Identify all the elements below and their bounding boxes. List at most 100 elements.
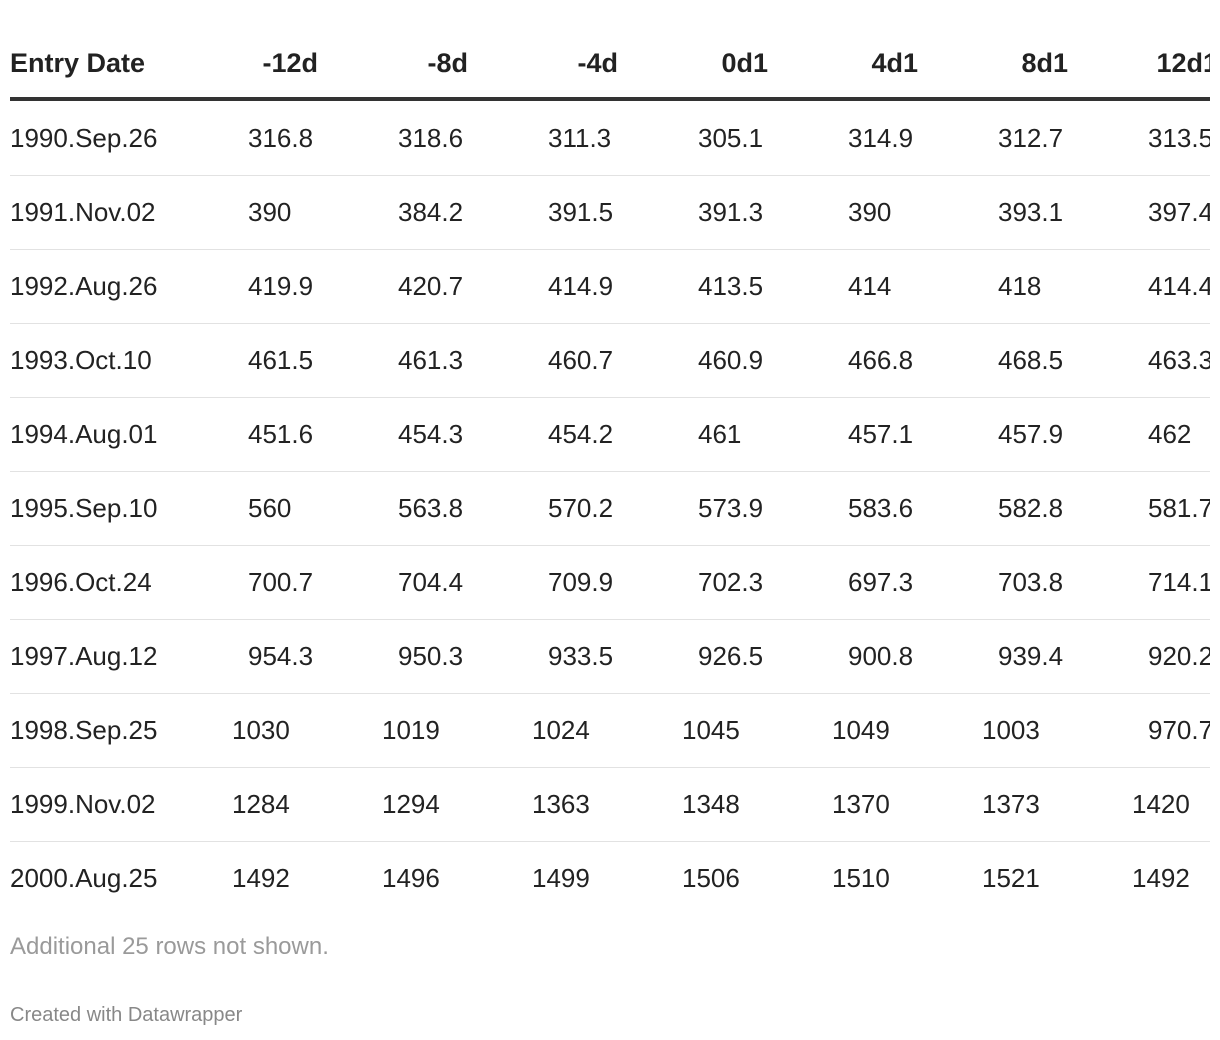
column-header: 4d1	[871, 48, 918, 78]
row-separator	[10, 249, 1210, 250]
value-cell: 1049	[832, 715, 890, 745]
column-header: 8d1	[1021, 48, 1068, 78]
value-cell: 563.8	[398, 493, 464, 523]
value-cell: 1045	[682, 715, 740, 745]
value-cell: 305.1	[698, 123, 764, 153]
header-rule	[10, 97, 1210, 101]
value-cell: 1496	[382, 863, 440, 893]
value-cell: 703.8	[998, 567, 1064, 597]
column-header: -12d	[262, 48, 318, 78]
date-cell: 1991.Nov.02	[10, 197, 156, 227]
row-separator	[10, 619, 1210, 620]
column-header: 0d1	[721, 48, 768, 78]
footer-credit: Created with Datawrapper	[10, 1004, 243, 1026]
value-cell: 468.5	[998, 345, 1064, 375]
value-cell: 1363	[532, 789, 590, 819]
value-cell: 1492	[1132, 863, 1190, 893]
value-cell: 454.3	[398, 419, 464, 449]
value-cell: 583.6	[848, 493, 914, 523]
row-separator	[10, 323, 1210, 324]
value-cell: 457.9	[998, 419, 1064, 449]
value-cell: 391.5	[548, 197, 614, 227]
value-cell: 311.3	[548, 123, 612, 153]
value-cell: 582.8	[998, 493, 1064, 523]
value-cell: 939.4	[998, 641, 1064, 671]
value-cell: 462	[1148, 419, 1192, 449]
column-header: -4d	[577, 48, 619, 78]
value-cell: 413.5	[698, 271, 764, 301]
date-cell: 1996.Oct.24	[10, 567, 152, 597]
row-separator	[10, 767, 1210, 768]
value-cell: 954.3	[248, 641, 314, 671]
value-cell: 700.7	[248, 567, 314, 597]
value-cell: 314.9	[848, 123, 914, 153]
table-note: Additional 25 rows not shown.	[10, 933, 329, 960]
value-cell: 390	[248, 197, 292, 227]
value-cell: 581.7	[1148, 493, 1210, 523]
value-cell: 460.9	[698, 345, 764, 375]
value-cell: 1284	[232, 789, 290, 819]
value-cell: 714.1	[1148, 567, 1210, 597]
value-cell: 1030	[232, 715, 290, 745]
value-cell: 463.3	[1148, 345, 1210, 375]
value-cell: 920.2	[1148, 641, 1210, 671]
value-cell: 1024	[532, 715, 590, 745]
date-cell: 1993.Oct.10	[10, 345, 152, 375]
column-header: -8d	[427, 48, 469, 78]
row-separator	[10, 397, 1210, 398]
value-cell: 697.3	[848, 567, 914, 597]
row-separator	[10, 693, 1210, 694]
value-cell: 570.2	[548, 493, 614, 523]
value-cell: 414	[848, 271, 892, 301]
row-separator	[10, 471, 1210, 472]
value-cell: 390	[848, 197, 892, 227]
value-cell: 461.5	[248, 345, 314, 375]
value-cell: 1492	[232, 863, 290, 893]
value-cell: 312.7	[998, 123, 1064, 153]
value-cell: 709.9	[548, 567, 614, 597]
value-cell: 1019	[382, 715, 440, 745]
value-cell: 1003	[982, 715, 1040, 745]
value-cell: 420.7	[398, 271, 464, 301]
value-cell: 573.9	[698, 493, 764, 523]
value-cell: 313.5	[1148, 123, 1210, 153]
value-cell: 970.7	[1148, 715, 1210, 745]
value-cell: 926.5	[698, 641, 764, 671]
value-cell: 1373	[982, 789, 1040, 819]
value-cell: 950.3	[398, 641, 464, 671]
value-cell: 461	[698, 419, 742, 449]
value-cell: 454.2	[548, 419, 614, 449]
value-cell: 393.1	[998, 197, 1064, 227]
value-cell: 316.8	[248, 123, 314, 153]
value-cell: 1506	[682, 863, 740, 893]
date-cell: 1998.Sep.25	[10, 715, 158, 745]
value-cell: 457.1	[848, 419, 914, 449]
value-cell: 1510	[832, 863, 890, 893]
value-cell: 397.4	[1148, 197, 1210, 227]
value-cell: 384.2	[398, 197, 464, 227]
row-separator	[10, 175, 1210, 176]
date-cell: 1992.Aug.26	[10, 271, 158, 301]
value-cell: 1521	[982, 863, 1040, 893]
date-cell: 1994.Aug.01	[10, 419, 158, 449]
value-cell: 391.3	[698, 197, 764, 227]
value-cell: 933.5	[548, 641, 614, 671]
row-separator	[10, 545, 1210, 546]
value-cell: 704.4	[398, 567, 464, 597]
row-separator	[10, 841, 1210, 842]
value-cell: 318.6	[398, 123, 464, 153]
value-cell: 560	[248, 493, 292, 523]
value-cell: 414.9	[548, 271, 614, 301]
date-cell: 1995.Sep.10	[10, 493, 158, 523]
date-cell: 2000.Aug.25	[10, 863, 158, 893]
date-cell: 1999.Nov.02	[10, 789, 156, 819]
value-cell: 466.8	[848, 345, 914, 375]
value-cell: 702.3	[698, 567, 764, 597]
date-cell: 1990.Sep.26	[10, 123, 158, 153]
value-cell: 1420	[1132, 789, 1190, 819]
value-cell: 1370	[832, 789, 890, 819]
value-cell: 418	[998, 271, 1042, 301]
column-header: Entry Date	[10, 48, 146, 78]
